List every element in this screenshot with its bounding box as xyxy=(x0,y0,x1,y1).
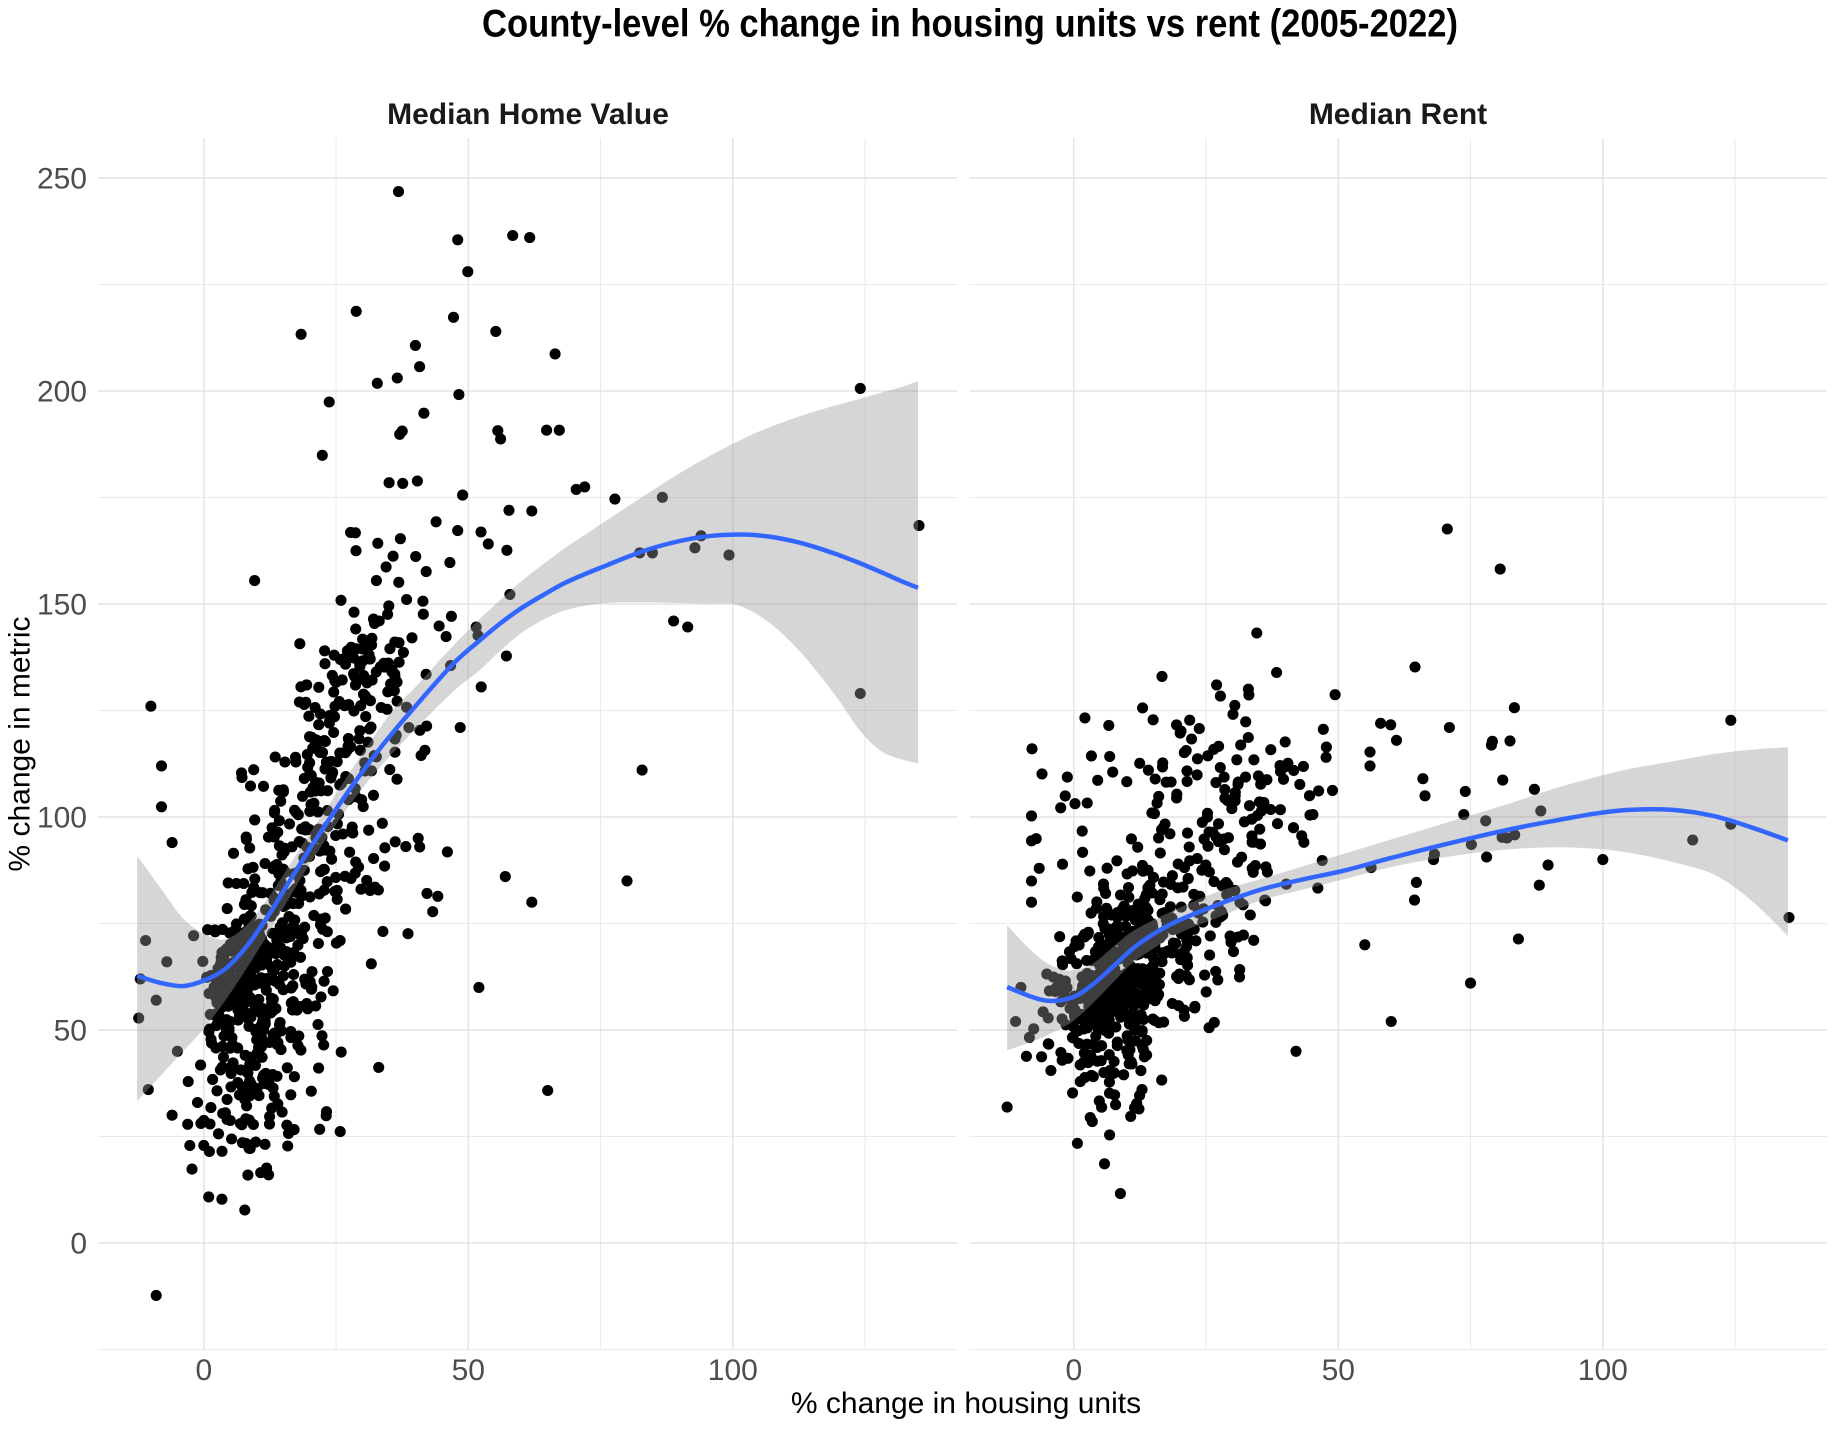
svg-text:50: 50 xyxy=(54,1015,87,1048)
svg-text:0: 0 xyxy=(70,1228,87,1261)
svg-text:100: 100 xyxy=(1578,1354,1628,1387)
svg-text:Median Rent: Median Rent xyxy=(1309,98,1487,131)
svg-text:100: 100 xyxy=(37,802,87,835)
svg-text:0: 0 xyxy=(195,1354,212,1387)
svg-text:100: 100 xyxy=(708,1354,758,1387)
svg-text:200: 200 xyxy=(37,376,87,409)
svg-text:250: 250 xyxy=(37,163,87,196)
svg-text:150: 150 xyxy=(37,589,87,622)
svg-text:% change in metric: % change in metric xyxy=(4,616,37,871)
svg-text:50: 50 xyxy=(452,1354,485,1387)
svg-text:50: 50 xyxy=(1322,1354,1355,1387)
svg-text:0: 0 xyxy=(1065,1354,1082,1387)
svg-text:County-level % change in housi: County-level % change in housing units v… xyxy=(482,3,1458,46)
svg-text:% change in housing units: % change in housing units xyxy=(791,1387,1141,1420)
svg-text:Median Home Value: Median Home Value xyxy=(387,98,669,131)
